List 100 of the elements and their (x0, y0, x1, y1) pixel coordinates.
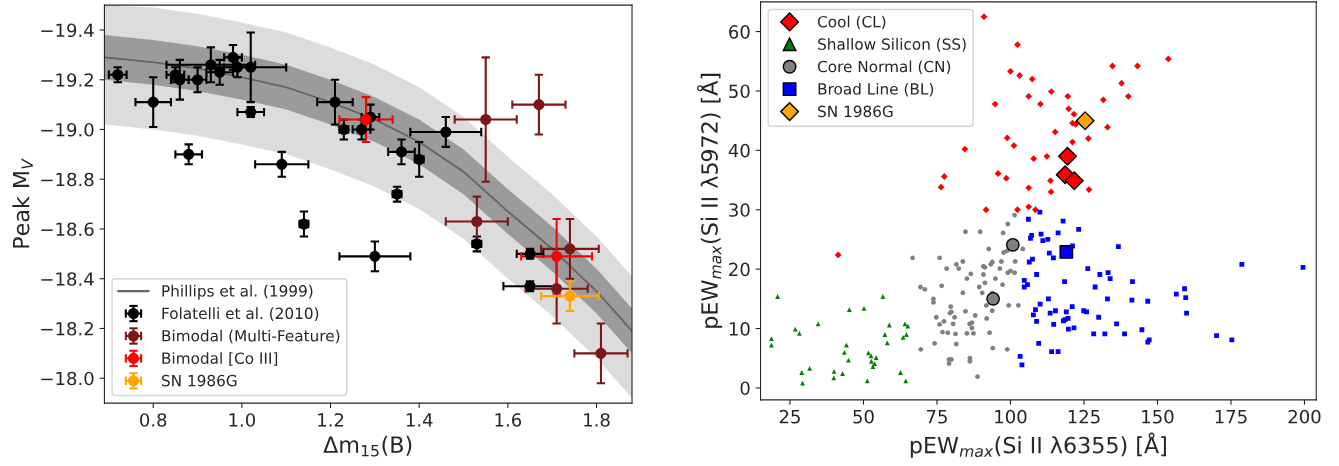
x-tick-label: 0.8 (140, 413, 167, 427)
point (1064, 171, 1084, 191)
y-axis-title: pEW$_{max}$(Si II λ5972) [Å] (696, 73, 723, 328)
point (961, 145, 969, 153)
point (861, 305, 867, 311)
point (1010, 142, 1018, 150)
y-tick-label: −18.8 (41, 172, 94, 187)
point (533, 99, 545, 111)
point (1075, 111, 1095, 131)
point (147, 96, 159, 108)
point (903, 332, 909, 337)
y-tick-label: −18.2 (41, 321, 93, 336)
point (1099, 96, 1107, 104)
point (882, 332, 888, 337)
x-tick-label: 100 (995, 409, 1027, 424)
x-tick-label: 1.0 (229, 413, 256, 427)
point (807, 365, 813, 371)
point (1003, 134, 1011, 142)
point (1025, 92, 1033, 100)
x-tick-label: 1.6 (495, 413, 522, 427)
point (840, 371, 845, 377)
point (1118, 79, 1125, 87)
y-tick-label: −19.4 (41, 23, 94, 38)
point (245, 61, 257, 73)
legend-label: Bimodal (Multi-Feature) (162, 329, 340, 344)
point (846, 307, 852, 312)
point (1104, 123, 1111, 131)
point (1032, 206, 1039, 214)
point (868, 358, 874, 364)
point (769, 342, 774, 348)
point (1070, 110, 1078, 118)
point (1051, 128, 1059, 136)
x-tick-label: 125 (1068, 409, 1100, 424)
point (1002, 174, 1010, 182)
legend-label: Folatelli et al. (2010) (162, 307, 319, 321)
legend-label: Bimodal [Co III] (162, 352, 278, 366)
point (1059, 245, 1074, 259)
point (480, 113, 492, 126)
point (564, 290, 576, 302)
y-tick-label: −18.4 (41, 272, 94, 286)
point (329, 96, 341, 108)
point (1124, 92, 1132, 100)
point (1058, 146, 1077, 166)
x-tick-label: 1.4 (406, 413, 433, 427)
point (994, 170, 1002, 177)
point (792, 326, 798, 332)
point (831, 368, 837, 374)
legend-label: Shallow Silicon (SS) (818, 38, 966, 52)
point (1084, 135, 1092, 142)
point (986, 291, 1001, 306)
y-tick-label: −19.0 (41, 122, 94, 137)
x-tick-label: 175 (1215, 410, 1247, 424)
point (1016, 72, 1023, 79)
point (1047, 188, 1055, 196)
point (551, 250, 563, 262)
legend-label: Core Normal (CN) (817, 60, 951, 75)
x-tick-label: 25 (779, 409, 800, 424)
x-tick-label: 75 (926, 410, 947, 424)
point (356, 123, 368, 136)
y-tick-label: 60 (729, 25, 750, 39)
x-tick-label: 150 (1142, 409, 1174, 424)
point (1028, 75, 1036, 83)
point (844, 342, 849, 348)
y-tick-label: 10 (729, 322, 750, 336)
point (1025, 203, 1033, 211)
point (775, 294, 781, 299)
x-tick-label: 50 (853, 409, 874, 424)
point (769, 336, 774, 342)
point (1047, 177, 1054, 185)
legend-label: Broad Line (BL) (818, 82, 934, 97)
point (1164, 55, 1172, 63)
point (1065, 105, 1073, 113)
point (551, 283, 563, 295)
point (900, 335, 906, 340)
point (796, 330, 802, 336)
point (991, 100, 999, 108)
point (1025, 184, 1033, 192)
point (395, 146, 408, 158)
point (1030, 155, 1038, 163)
point (1043, 152, 1051, 160)
point (1064, 92, 1072, 100)
x-axis-title: Δm$_{15}$(B) (323, 435, 412, 457)
point (276, 158, 288, 170)
y-tick-label: 40 (728, 143, 750, 158)
point (1007, 67, 1014, 75)
legend-label: SN 1986G (818, 105, 893, 118)
point (564, 243, 576, 255)
point (841, 349, 847, 355)
point (1047, 88, 1055, 95)
point (440, 126, 452, 138)
point (800, 380, 805, 386)
point (183, 148, 195, 160)
point (880, 294, 886, 299)
point (471, 215, 483, 228)
point (980, 13, 988, 21)
point (940, 173, 948, 180)
point (369, 250, 381, 262)
point (1072, 120, 1080, 128)
x-tick-label: 200 (1288, 409, 1321, 424)
y-tick-label: 50 (729, 84, 750, 99)
